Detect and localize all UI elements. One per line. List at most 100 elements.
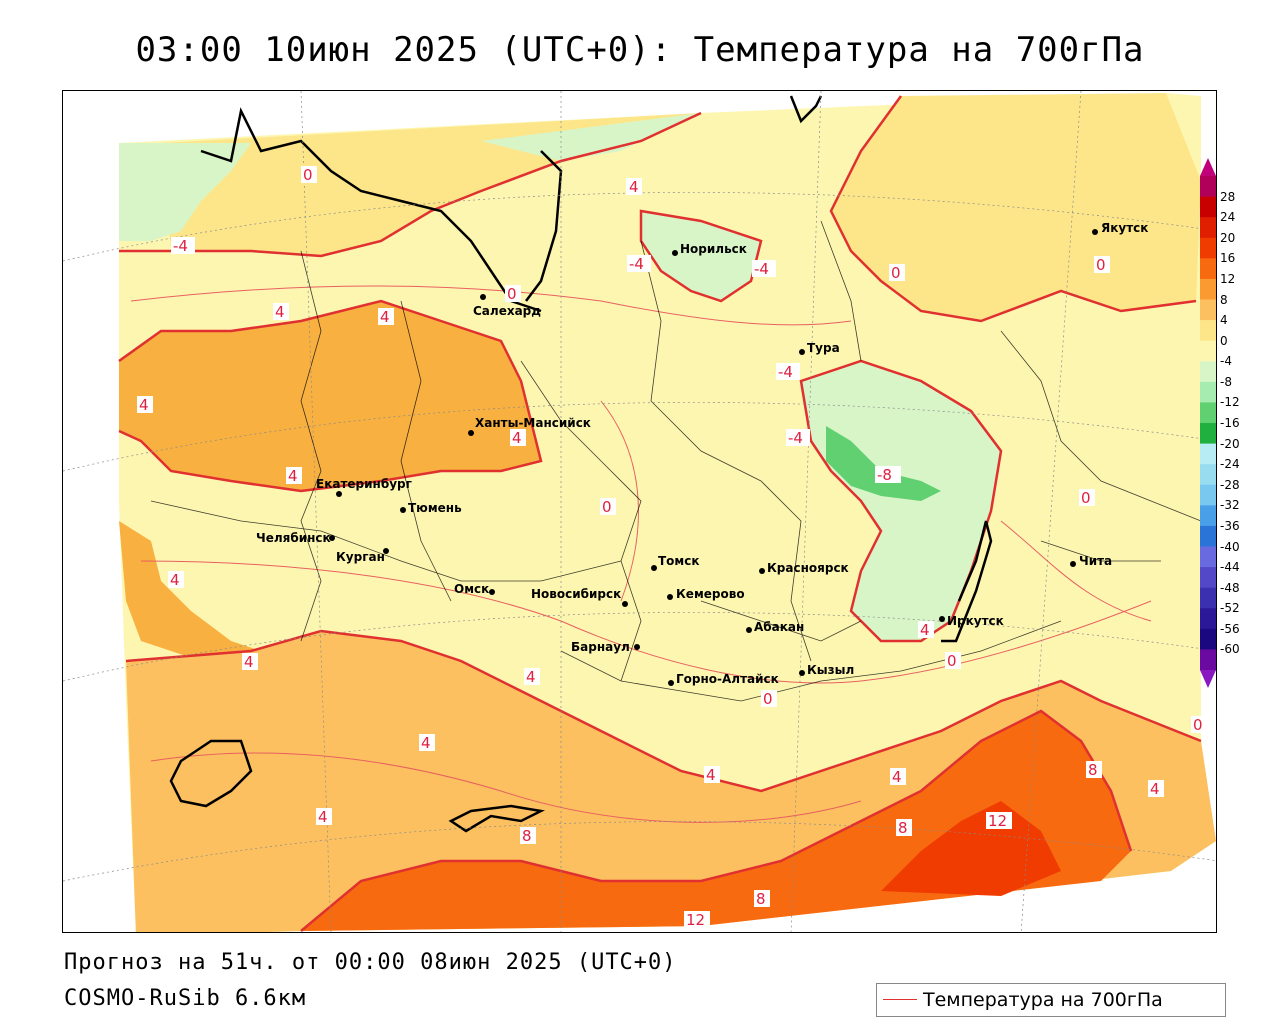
contour-label: 4 <box>524 668 540 686</box>
svg-text:Ханты-Мансийск: Ханты-Мансийск <box>475 416 591 430</box>
svg-text:4: 4 <box>170 571 180 589</box>
svg-text:0: 0 <box>1096 256 1106 274</box>
colorbar-top-arrow <box>1200 158 1216 176</box>
contour-label: 12 <box>684 911 710 929</box>
contour-label: -4 <box>171 237 195 255</box>
svg-text:0: 0 <box>507 285 517 303</box>
model-name: COSMO-RuSib 6.6км <box>64 986 307 1011</box>
cold-area-core <box>826 426 941 501</box>
colorbar-segment <box>1200 587 1216 609</box>
svg-text:Омск: Омск <box>454 582 489 596</box>
colorbar-tick-label: -40 <box>1220 539 1240 554</box>
svg-text:Чита: Чита <box>1079 554 1112 568</box>
svg-text:Кызыл: Кызыл <box>807 663 854 677</box>
colorbar-tick-label: -16 <box>1220 416 1240 430</box>
contour-label: -4 <box>786 429 810 447</box>
contour-label: 4 <box>316 808 332 826</box>
svg-text:8: 8 <box>1088 761 1098 779</box>
svg-text:0: 0 <box>947 652 957 670</box>
city-chelyabinsk: Челябинск <box>256 531 335 545</box>
contour-label: 0 <box>1191 716 1207 734</box>
contour-label: 4 <box>510 429 526 447</box>
colorbar-tick-label: -4 <box>1220 354 1232 369</box>
svg-text:4: 4 <box>139 396 149 414</box>
contour-label: 4 <box>626 178 642 196</box>
colorbar-tick-label: -12 <box>1220 395 1240 410</box>
contour-label: 4 <box>378 308 394 326</box>
svg-text:Челябинск: Челябинск <box>256 531 331 545</box>
city-abakan: Абакан <box>746 620 804 634</box>
contour-label: -8 <box>875 466 901 484</box>
svg-text:4: 4 <box>920 621 930 639</box>
contour-label: 4 <box>273 303 289 321</box>
colorbar-segment <box>1200 546 1216 568</box>
legend-label: Температура на 700гПа <box>923 989 1163 1011</box>
svg-text:12: 12 <box>988 812 1007 830</box>
city-gorno-altaysk: Горно-Алтайск <box>668 672 779 686</box>
city-salekhard: Салехард <box>473 294 541 318</box>
contour-label: 4 <box>242 653 258 671</box>
svg-text:Норильск: Норильск <box>680 242 747 256</box>
svg-text:4: 4 <box>892 768 902 786</box>
svg-text:Якутск: Якутск <box>1101 221 1148 235</box>
colorbar-tick-label: -60 <box>1220 642 1240 657</box>
colorbar-tick-label: 16 <box>1220 251 1236 266</box>
colorbar-segment <box>1200 402 1216 424</box>
map-canvas: Якутск Норильск Салехард Тура Ханты-Манс… <box>63 91 1216 932</box>
svg-text:4: 4 <box>318 808 328 826</box>
colorbar-segment <box>1200 505 1216 527</box>
colorbar-segment <box>1200 258 1216 280</box>
svg-text:Тюмень: Тюмень <box>408 501 462 515</box>
colorbar-segment <box>1200 484 1216 506</box>
coastlines <box>169 95 993 833</box>
contour-label: 0 <box>600 498 616 516</box>
colorbar-segment <box>1200 299 1216 321</box>
svg-text:8: 8 <box>756 890 766 908</box>
contour-label: 0 <box>301 166 317 184</box>
colorbar-tick-label: 4 <box>1220 313 1228 328</box>
svg-text:-4: -4 <box>778 363 793 381</box>
colorbar <box>1200 158 1216 688</box>
svg-text:Иркутск: Иркутск <box>947 614 1004 628</box>
cold-area-central <box>801 361 1001 641</box>
svg-text:Тура: Тура <box>807 341 840 355</box>
city-krasnoyarsk: Красноярск <box>759 561 849 575</box>
contour-label: 8 <box>896 819 912 837</box>
svg-text:-4: -4 <box>629 255 644 273</box>
svg-text:8: 8 <box>522 827 532 845</box>
colorbar-segment <box>1200 567 1216 589</box>
svg-text:0: 0 <box>1081 489 1091 507</box>
svg-text:Горно-Алтайск: Горно-Алтайск <box>676 672 779 686</box>
colorbar-segment <box>1200 443 1216 465</box>
contour-label: -4 <box>627 255 651 273</box>
colorbar-tick-label: -52 <box>1220 601 1240 616</box>
contour-label: 4 <box>918 621 934 639</box>
colorbar-tick-label: -8 <box>1220 374 1232 389</box>
colorbar-tick-label: -44 <box>1220 560 1240 575</box>
colorbar-segment <box>1200 525 1216 547</box>
contour-label: 4 <box>704 766 720 784</box>
colorbar-segment <box>1200 176 1216 198</box>
city-kurgan: Курган <box>336 548 389 564</box>
city-barnaul: Барнаул <box>571 640 640 654</box>
svg-text:0: 0 <box>1193 716 1203 734</box>
contour-label: 0 <box>1094 256 1110 274</box>
svg-text:12: 12 <box>686 911 705 929</box>
contour-label: 12 <box>986 812 1012 830</box>
colorbar-segment <box>1200 237 1216 259</box>
city-norilsk: Норильск <box>672 242 747 256</box>
city-irkutsk: Иркутск <box>939 614 1004 628</box>
colorbar-bottom-arrow <box>1200 670 1216 688</box>
cities: Якутск Норильск Салехард Тура Ханты-Манс… <box>256 221 1148 686</box>
city-kemerovo: Кемерово <box>667 587 745 601</box>
colorbar-tick-label: -28 <box>1220 477 1240 492</box>
svg-text:4: 4 <box>1150 780 1160 798</box>
map-title: 03:00 10июн 2025 (UTC+0): Температура на… <box>135 30 1145 70</box>
svg-text:4: 4 <box>706 766 716 784</box>
colorbar-segment <box>1200 340 1216 362</box>
city-yakutsk: Якутск <box>1092 221 1148 235</box>
svg-text:4: 4 <box>244 653 254 671</box>
contour-label: 0 <box>889 264 905 282</box>
colorbar-tick-label: -24 <box>1220 457 1240 472</box>
colorbar-segment <box>1200 628 1216 650</box>
